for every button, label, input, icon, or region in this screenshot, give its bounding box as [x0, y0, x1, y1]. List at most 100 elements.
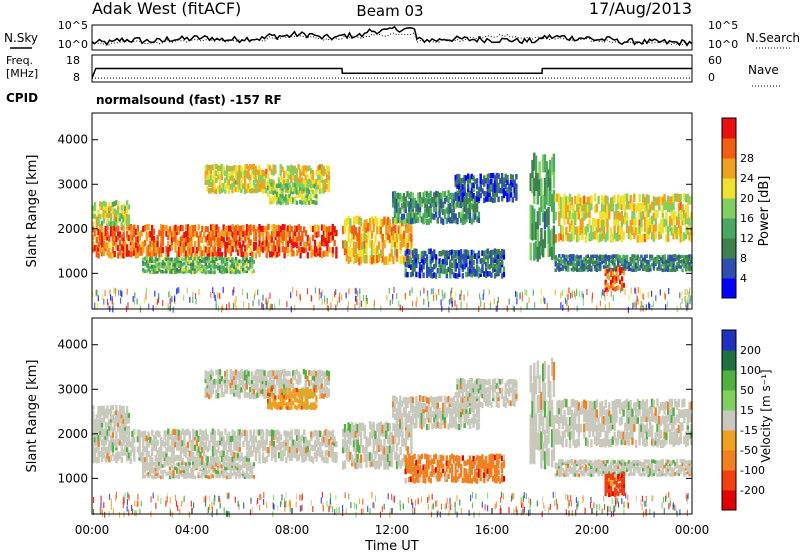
echo-cell	[427, 270, 431, 277]
echo-cell	[674, 211, 677, 220]
clutter-cell	[106, 298, 109, 305]
clutter-cell	[404, 293, 406, 300]
echo-cell	[133, 451, 136, 458]
echo-cell	[270, 197, 273, 202]
echo-cell	[231, 183, 234, 189]
echo-cell	[92, 213, 95, 219]
echo-cell	[597, 265, 600, 270]
echo-cell	[318, 182, 322, 189]
echo-cell	[618, 196, 622, 205]
clutter-cell	[278, 299, 281, 306]
echo-cell	[433, 192, 436, 199]
echo-cell	[306, 235, 309, 242]
echo-cell	[467, 253, 470, 259]
echo-cell	[247, 455, 250, 462]
echo-cell	[531, 159, 534, 178]
echo-cell	[195, 440, 199, 447]
echo-cell	[156, 469, 159, 474]
echo-cell	[222, 472, 225, 477]
echo-cell	[477, 191, 481, 198]
echo-cell	[161, 464, 164, 468]
echo-cell	[470, 258, 473, 265]
echo-cell	[684, 225, 688, 235]
echo-cell	[297, 445, 301, 452]
echo-cell	[158, 262, 161, 266]
echo-cell	[145, 246, 148, 253]
echo-cell	[561, 226, 564, 235]
echo-cell	[663, 193, 666, 203]
echo-cell	[192, 225, 195, 232]
echo-cell	[354, 227, 357, 236]
echo-cell	[306, 193, 309, 199]
echo-cell	[100, 417, 104, 423]
echo-cell	[243, 370, 247, 376]
echo-cell	[210, 456, 213, 463]
echo-cell	[250, 469, 254, 473]
echo-cell	[113, 234, 116, 241]
echo-cell	[243, 164, 247, 170]
echo-cell	[231, 373, 234, 380]
echo-cell	[667, 262, 670, 266]
echo-cell	[222, 170, 225, 176]
echo-cell	[490, 173, 493, 179]
echo-cell	[327, 375, 331, 381]
velocity-heatmap	[92, 358, 693, 518]
echo-cell	[615, 254, 618, 258]
clutter-cell	[411, 300, 414, 307]
echo-cell	[574, 263, 577, 267]
echo-cell	[415, 248, 418, 255]
echo-cell	[486, 248, 489, 254]
echo-cell	[642, 263, 645, 267]
echo-cell	[260, 441, 263, 448]
echo-cell	[558, 268, 561, 272]
echo-cell	[686, 216, 689, 225]
echo-cell	[113, 239, 116, 246]
clutter-cell	[338, 296, 340, 303]
echo-cell	[538, 207, 541, 226]
echo-cell	[415, 206, 418, 213]
echo-cell	[670, 265, 673, 270]
clutter-cell	[314, 287, 316, 294]
echo-cell	[322, 371, 325, 377]
echo-cell	[295, 187, 298, 192]
echo-cell	[213, 244, 216, 251]
echo-cell	[231, 260, 234, 264]
echo-cell	[149, 246, 152, 253]
echo-cell	[401, 239, 404, 248]
echo-cell	[222, 165, 225, 171]
echo-cell	[225, 261, 229, 266]
echo-cell	[183, 257, 186, 262]
echo-cell	[586, 265, 589, 269]
clutter-cell	[685, 296, 687, 303]
echo-cell	[192, 461, 195, 466]
echo-cell	[115, 209, 118, 215]
echo-cell	[159, 262, 163, 267]
echo-cell	[170, 457, 174, 464]
echo-cell	[313, 250, 317, 257]
echo-cell	[493, 182, 497, 189]
echo-cell	[335, 456, 338, 463]
echo-cell	[220, 174, 223, 181]
echo-cell	[483, 258, 486, 265]
echo-cell	[461, 253, 464, 260]
echo-cell	[617, 210, 620, 220]
echo-cell	[556, 267, 559, 271]
echo-cell	[184, 258, 188, 263]
echo-cell	[459, 254, 463, 260]
echo-cell	[122, 235, 125, 242]
echo-cell	[311, 179, 314, 185]
echo-cell	[190, 439, 193, 446]
echo-cell	[335, 252, 338, 259]
echo-cell	[265, 379, 268, 386]
echo-cell	[260, 428, 263, 435]
echo-cell	[204, 435, 208, 442]
echo-cell	[652, 233, 656, 242]
echo-cell	[288, 166, 291, 172]
echo-cell	[465, 216, 468, 223]
echo-cell	[420, 264, 423, 270]
echo-cell	[395, 216, 398, 223]
echo-cell	[245, 170, 248, 176]
echo-cell	[468, 196, 472, 202]
echo-cell	[113, 224, 116, 231]
echo-cell	[179, 464, 182, 469]
